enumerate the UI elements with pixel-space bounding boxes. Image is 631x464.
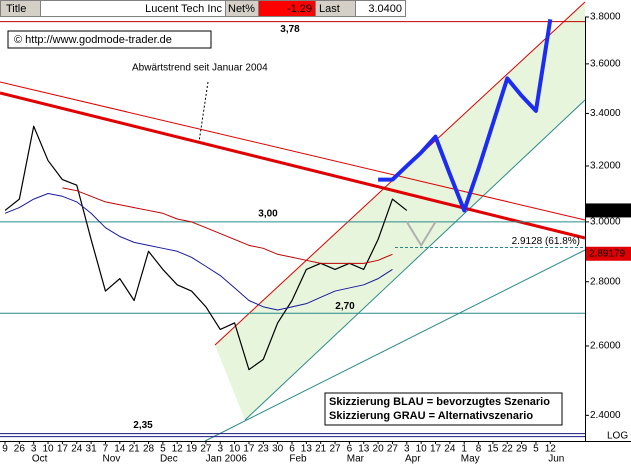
y-tick-label: 3.0000 — [590, 217, 621, 228]
series-line — [378, 18, 553, 213]
fib-label: 2.9128 (61.8%) — [512, 236, 580, 247]
x-tick-label: 24 — [444, 444, 456, 455]
header: Title Lucent Tech Inc Net% -1.29 Last 3.… — [0, 0, 406, 17]
y-tick-label: 3.8000 — [590, 12, 621, 23]
x-tick-label: 9 — [2, 444, 8, 455]
downtrend — [0, 91, 586, 240]
level-label: 3,00 — [258, 209, 278, 220]
x-tick-label: 13 — [358, 444, 370, 455]
legend-line: Skizzierung GRAU = Alternativszenario — [329, 410, 533, 422]
legend-line: Skizzierung BLAU = bevorzugtes Szenario — [329, 396, 550, 408]
x-group-label: Jan 2006 — [206, 454, 248, 464]
x-tick-label: 10 — [229, 444, 241, 455]
x-tick-label: 5 — [160, 444, 166, 455]
x-tick-label: 27 — [200, 444, 212, 455]
x-tick-label: 27 — [329, 444, 341, 455]
x-tick-label: 26 — [14, 444, 26, 455]
long-trend — [204, 249, 586, 442]
header-title: Title — [6, 3, 26, 15]
x-tick-label: 17 — [430, 444, 442, 455]
plot — [4, 18, 553, 371]
x-tick-label: 15 — [487, 444, 499, 455]
header-net-label: Net% — [228, 3, 255, 15]
annotation: Abwärtstrend seit Januar 2004 — [132, 63, 268, 74]
x-tick-label: 23 — [258, 444, 270, 455]
header-last: 3.0400 — [368, 3, 402, 15]
x-tick-label: 21 — [129, 444, 141, 455]
x-tick-label: 17 — [243, 444, 255, 455]
channel-fill — [215, 2, 585, 420]
price-flag — [586, 203, 631, 218]
header-last-label: Last — [319, 3, 340, 15]
x-tick-label: 6 — [347, 444, 353, 455]
legend-box — [324, 392, 563, 426]
y-tick-label: 3.6000 — [590, 59, 621, 70]
x-tick-label: 20 — [373, 444, 385, 455]
x-tick-label: 24 — [71, 444, 83, 455]
x-tick-label: 10 — [42, 444, 54, 455]
y-tick-label: 2.4000 — [590, 410, 621, 421]
copyright: © http://www.godmode-trader.de — [14, 34, 172, 46]
trend-lines — [0, 1, 586, 442]
x-tick-label: 3 — [31, 444, 37, 455]
x-group-label: Nov — [103, 454, 121, 464]
header-net: -1.29 — [287, 3, 312, 15]
x-group-label: Mar — [347, 454, 365, 464]
x-tick-label: 12 — [545, 444, 557, 455]
x-tick-label: 29 — [516, 444, 528, 455]
x-tick-label: 7 — [103, 444, 109, 455]
x-group-label: Dec — [160, 454, 178, 464]
scale-label: LOG — [607, 431, 628, 442]
series-line — [405, 221, 437, 247]
x-tick-label: 12 — [172, 444, 184, 455]
x-tick-label: 28 — [143, 444, 155, 455]
channel-lower — [244, 99, 586, 421]
x-tick-label: 17 — [57, 444, 69, 455]
x-tick-label: 1 — [461, 444, 467, 455]
x-tick-label: 19 — [186, 444, 198, 455]
x-tick-label: 27 — [387, 444, 399, 455]
level-label: 2,35 — [133, 420, 153, 431]
x-group-label: Oct — [32, 454, 48, 464]
x-tick-label: 8 — [476, 444, 482, 455]
x-tick-label: 6 — [289, 444, 295, 455]
x-tick-label: 22 — [502, 444, 514, 455]
y-tick-label: 2.6000 — [590, 341, 621, 352]
x-group-label: Jun — [548, 454, 564, 464]
price-flag — [586, 246, 631, 261]
x-group-label: Feb — [289, 454, 307, 464]
series-line — [4, 125, 408, 371]
series-line — [4, 192, 393, 311]
price-flag-label: 3.0400 — [589, 205, 620, 216]
header-symbol: Lucent Tech Inc — [145, 3, 222, 15]
level-label: 3,78 — [280, 24, 300, 35]
x-tick-label: 3 — [404, 444, 410, 455]
x-tick-label: 10 — [416, 444, 428, 455]
y-tick-label: 3.2000 — [590, 161, 621, 172]
header-cell — [355, 0, 406, 17]
downtrend-thin — [0, 81, 586, 221]
x-group-label: May — [461, 454, 480, 464]
level-label: 2,70 — [335, 301, 355, 312]
x-tick-label: 14 — [114, 444, 126, 455]
x-tick-label: 5 — [533, 444, 539, 455]
y-tick-label: 2.8000 — [590, 276, 621, 287]
copyright-box — [7, 30, 212, 49]
series-line — [62, 187, 393, 264]
price-flag-label: 2.89179 — [589, 248, 626, 259]
x-tick-label: 13 — [301, 444, 313, 455]
y-tick-label: 3.4000 — [590, 108, 621, 119]
x-group-label: Apr — [405, 454, 421, 464]
x-tick-label: 31 — [86, 444, 98, 455]
x-tick-label: 30 — [272, 444, 284, 455]
x-tick-label: 21 — [315, 444, 327, 455]
levels: 3,78 3,00 2,70 2,35 2.9128 (61.8%) — [0, 21, 585, 438]
x-tick-label: 3 — [217, 444, 223, 455]
